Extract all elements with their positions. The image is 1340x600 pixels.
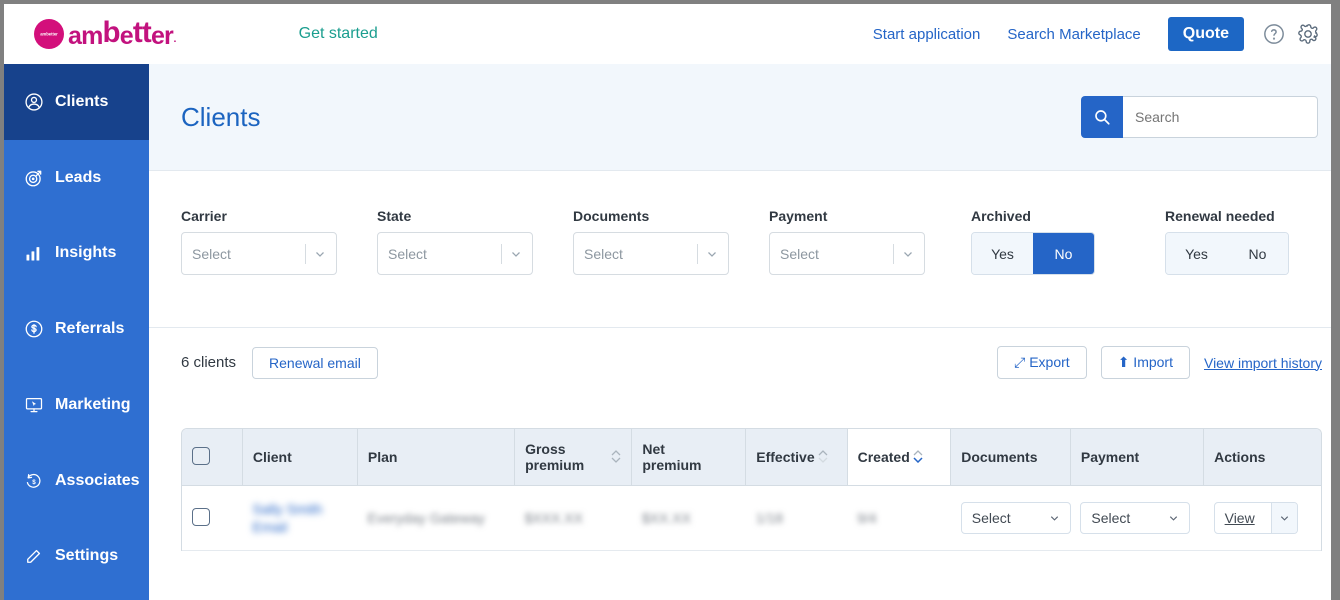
- svg-text:$: $: [32, 479, 36, 486]
- svg-text:ambetter: ambetter: [40, 32, 58, 37]
